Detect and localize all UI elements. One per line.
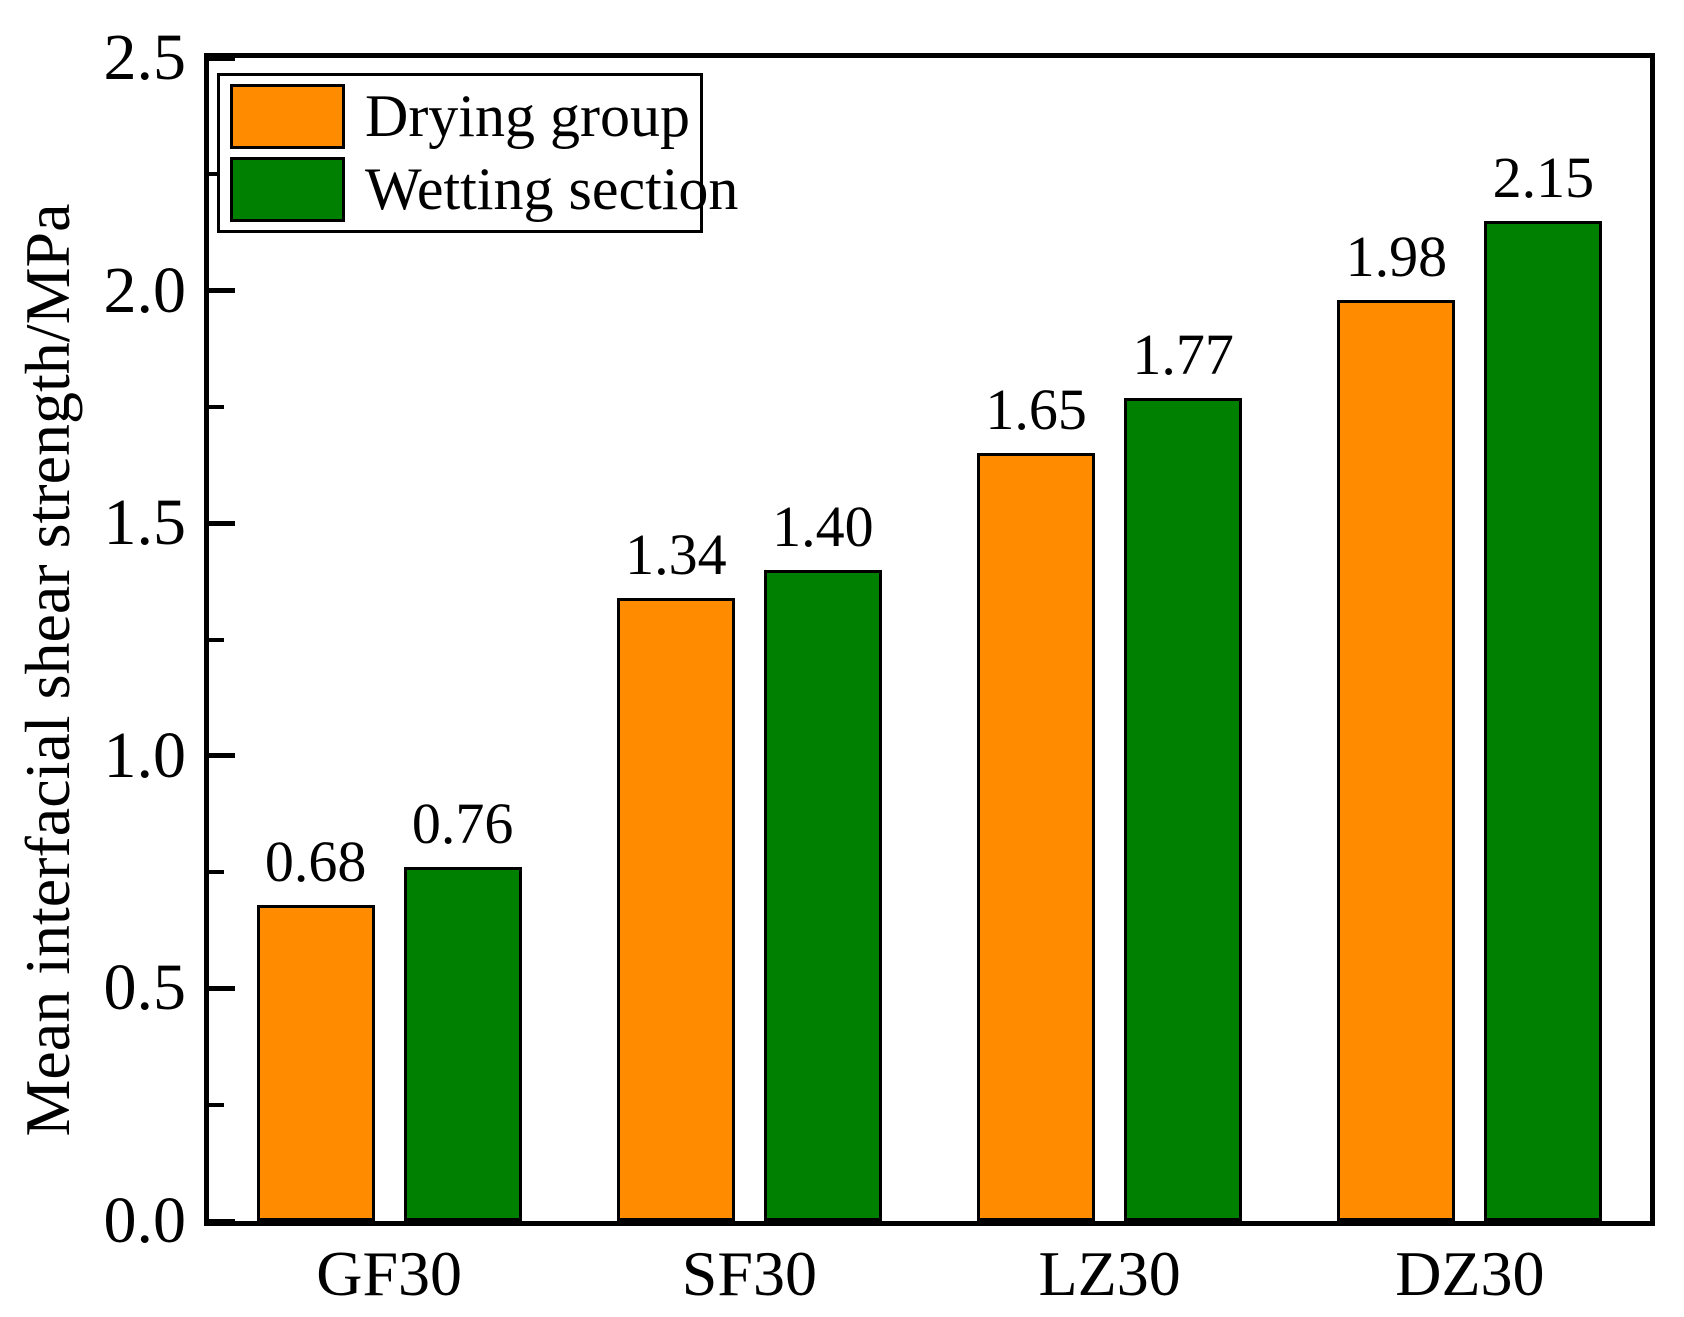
legend-label: Drying group — [365, 83, 690, 149]
bar — [616, 597, 735, 1221]
bar-value-label: 1.65 — [985, 377, 1087, 443]
y-minor-tick — [209, 637, 224, 642]
y-axis-title: Mean interfacial shear strength/MPa — [12, 203, 83, 1137]
y-tick-label: 2.0 — [103, 253, 187, 327]
bar-value-label: 2.15 — [1492, 144, 1595, 210]
y-tick-label: 2.5 — [103, 21, 187, 94]
y-tick-label: 0.0 — [103, 1184, 187, 1257]
y-minor-tick — [209, 172, 224, 177]
y-minor-tick — [209, 404, 224, 409]
bar — [1337, 299, 1456, 1221]
bar-value-label: 1.77 — [1132, 321, 1234, 387]
bar-value-label: 1.40 — [772, 493, 874, 559]
x-category-label: LZ30 — [1038, 1238, 1181, 1309]
y-major-tick — [209, 985, 235, 991]
bar — [403, 867, 522, 1221]
y-major-tick — [209, 753, 235, 759]
bar — [1484, 220, 1603, 1221]
legend-label: Wetting section — [365, 156, 739, 222]
y-minor-tick — [209, 1102, 224, 1107]
y-major-tick — [209, 1218, 235, 1224]
y-major-tick — [209, 55, 235, 61]
bar — [763, 569, 882, 1221]
x-category-label: GF30 — [316, 1238, 463, 1309]
legend: Drying group Wetting section — [217, 73, 738, 233]
legend-swatch — [230, 84, 345, 149]
x-category-label: SF30 — [681, 1238, 817, 1309]
bar — [1124, 397, 1243, 1221]
y-tick-label: 0.5 — [103, 951, 187, 1025]
bar-value-label: 0.76 — [411, 791, 514, 857]
plot-area: 0.68 0.76 1.34 1.40 1.65 1.77 1.98 2.15 — [204, 53, 1655, 1226]
legend-row: Wetting section — [230, 157, 738, 222]
legend-swatch — [230, 157, 345, 222]
bar — [256, 904, 375, 1221]
legend-row: Drying group — [230, 84, 690, 149]
y-tick-label: 1.5 — [103, 486, 187, 560]
y-minor-tick — [209, 870, 224, 875]
bar — [977, 453, 1096, 1221]
bar-value-label: 0.68 — [264, 828, 367, 894]
x-category-label: DZ30 — [1395, 1238, 1545, 1309]
y-major-tick — [209, 288, 235, 294]
bar-value-label: 1.34 — [625, 521, 727, 587]
bar-value-label: 1.98 — [1345, 223, 1448, 289]
y-tick-label: 1.0 — [103, 718, 187, 792]
y-major-tick — [209, 520, 235, 526]
